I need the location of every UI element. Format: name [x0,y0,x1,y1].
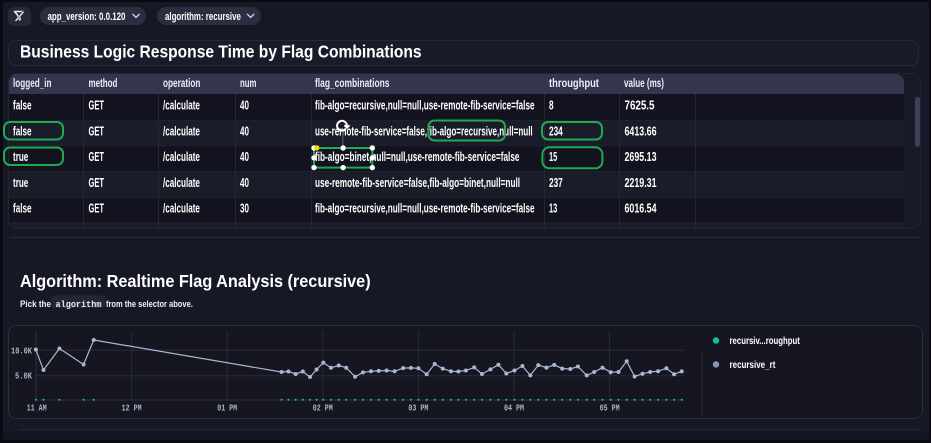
svg-text:false: false [13,202,32,216]
svg-text:10.0K: 10.0K [11,347,32,357]
svg-text:recursiv...roughput: recursiv...roughput [730,335,800,346]
svg-text:GET: GET [89,100,105,113]
svg-text:fib-algo=recursive,null=null,u: fib-algo=recursive,null=null,use-remote-… [315,99,535,113]
svg-text:logged_in: logged_in [13,77,51,90]
svg-text:04 PM: 04 PM [504,404,524,414]
svg-text:throughput: throughput [549,77,599,90]
svg-text:false: false [13,125,32,139]
svg-text:40: 40 [240,176,249,190]
svg-text:11 AM: 11 AM [27,404,47,414]
svg-text:12 PM: 12 PM [122,404,142,414]
svg-text:use-remote-fib-service=false,f: use-remote-fib-service=false,fib-algo=re… [315,125,533,139]
svg-text:/calculate: /calculate [163,99,200,113]
svg-text:237: 237 [549,176,563,190]
svg-text:GET: GET [89,151,105,164]
svg-text:/calculate: /calculate [163,150,200,164]
svg-text:234: 234 [549,125,563,139]
svg-text:05 PM: 05 PM [600,404,620,414]
svg-text:Business Logic Response Time b: Business Logic Response Time by Flag Com… [20,42,422,62]
svg-text:recursive_rt: recursive_rt [730,359,776,370]
svg-text:false: false [13,99,32,113]
svg-text:GET: GET [89,177,105,190]
svg-text:/calculate: /calculate [163,125,200,139]
svg-text:6413.66: 6413.66 [625,125,657,139]
svg-text:40: 40 [240,99,249,113]
svg-text:2219.31: 2219.31 [625,176,657,190]
svg-text:6016.54: 6016.54 [625,202,657,216]
svg-text:value (ms): value (ms) [624,77,664,90]
svg-text:operation: operation [163,77,200,90]
svg-text:fib-algo=binet,null=null,use-r: fib-algo=binet,null=null,use-remote-fib-… [315,150,520,164]
svg-text:method: method [89,77,118,90]
svg-text:true: true [13,150,28,164]
svg-text:15: 15 [549,151,557,164]
svg-text:GET: GET [89,203,105,216]
svg-text:5.0K: 5.0K [15,372,32,382]
svg-text:true: true [13,176,28,190]
svg-text:Algorithm: Realtime Flag Analy: Algorithm: Realtime Flag Analysis (recur… [20,272,371,292]
svg-text:02 PM: 02 PM [313,404,333,414]
svg-text:13: 13 [549,203,557,216]
svg-text:2695.13: 2695.13 [625,151,657,165]
svg-text:algorithm: recursive: algorithm: recursive [165,11,241,24]
svg-text:use-remote-fib-service=false,f: use-remote-fib-service=false,fib-algo=bi… [315,176,520,190]
svg-text:app_version: 0.0.120: app_version: 0.0.120 [48,11,126,24]
svg-text:num: num [240,77,256,90]
svg-text:/calculate: /calculate [163,202,200,216]
svg-text:GET: GET [89,126,105,139]
svg-text:fib-algo=recursive,null=null,u: fib-algo=recursive,null=null,use-remote-… [315,202,535,216]
svg-text:/calculate: /calculate [163,176,200,190]
svg-text:01 PM: 01 PM [217,404,237,414]
svg-text:40: 40 [240,150,249,164]
svg-text:30: 30 [240,202,249,216]
svg-text:8: 8 [549,99,554,113]
svg-text:algorithm: algorithm [56,298,103,310]
svg-text:7625.5: 7625.5 [625,100,655,113]
svg-text:flag_combinations: flag_combinations [315,78,390,91]
svg-text:from the selector above.: from the selector above. [106,298,193,309]
svg-text:40: 40 [240,125,249,139]
svg-text:Pick the: Pick the [20,298,51,309]
svg-text:03 PM: 03 PM [408,404,428,414]
